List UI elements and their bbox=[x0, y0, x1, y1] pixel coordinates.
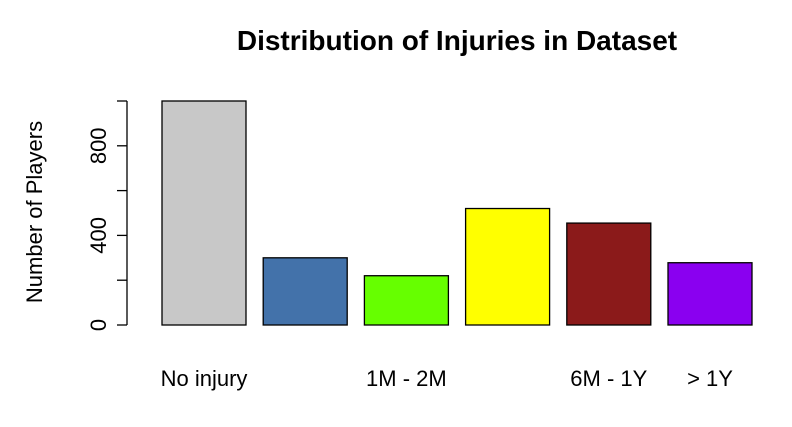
x-category-label: No injury bbox=[161, 366, 248, 391]
bars bbox=[161, 100, 753, 326]
bar bbox=[566, 222, 652, 326]
x-category-label: 6M - 1Y bbox=[570, 366, 647, 391]
y-tick-label: 400 bbox=[86, 217, 111, 254]
bar bbox=[161, 100, 247, 326]
y-tick-label: 800 bbox=[86, 127, 111, 164]
bar bbox=[262, 257, 348, 326]
bar bbox=[363, 275, 450, 326]
bar bbox=[464, 207, 551, 326]
chart-title: Distribution of Injuries in Dataset bbox=[237, 25, 677, 56]
y-tick-label: 0 bbox=[86, 319, 111, 331]
category-labels: No injury 1M - 2M 6M - 1Y > 1Y bbox=[161, 366, 734, 391]
x-category-label: > 1Y bbox=[687, 366, 733, 391]
x-category-label: 1M - 2M bbox=[366, 366, 447, 391]
y-axis-ticks: 0 400 800 bbox=[86, 100, 127, 331]
y-axis-label: Number of Players bbox=[22, 121, 47, 303]
bar bbox=[667, 262, 753, 326]
